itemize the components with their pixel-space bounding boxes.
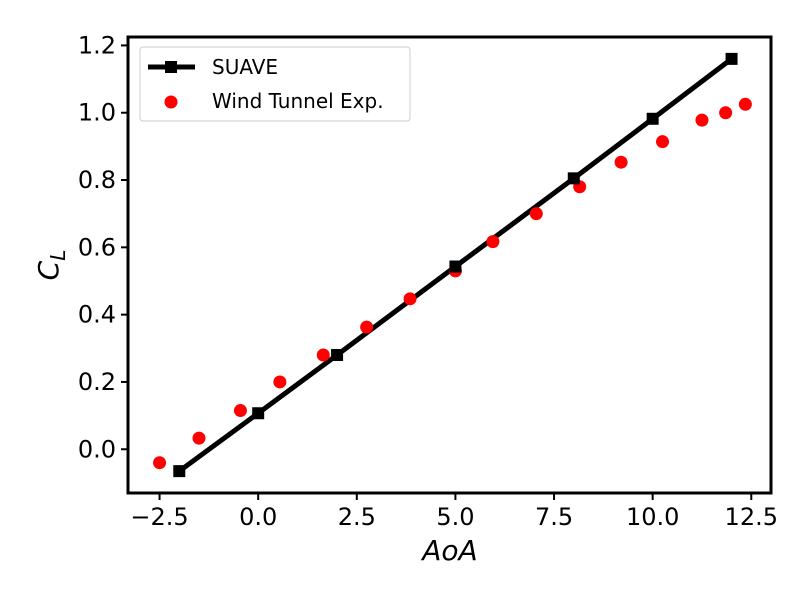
x-axis-title: AoA — [420, 534, 477, 567]
suave-point — [725, 52, 738, 65]
plot-frame — [126, 35, 773, 495]
legend-label-wind-tunnel: Wind Tunnel Exp. — [212, 89, 384, 113]
wind-tunnel-point — [316, 348, 330, 362]
wind-tunnel-point — [529, 207, 543, 221]
y-tick-label: 1.0 — [78, 99, 116, 127]
legend-marker-wind-tunnel — [164, 95, 178, 109]
x-tick-label: 0.0 — [239, 503, 277, 531]
suave-point — [331, 349, 344, 362]
suave-point — [567, 172, 580, 185]
y-tick-label: 0.0 — [78, 435, 116, 463]
wind-tunnel-point — [192, 431, 206, 445]
x-tick-label: −2.5 — [130, 503, 188, 531]
y-tick-label: 0.8 — [78, 166, 116, 194]
suave-point — [646, 112, 659, 125]
x-axis-ticks: −2.5 0.0 2.5 5.0 7.5 10.0 12.5 — [130, 493, 778, 531]
y-axis-ticks: 0.0 0.2 0.4 0.6 0.8 1.0 1.2 — [78, 31, 128, 463]
wind-tunnel-point — [486, 235, 500, 249]
suave-point — [252, 407, 265, 420]
x-tick-label: 7.5 — [535, 503, 573, 531]
wind-tunnel-point — [738, 97, 752, 111]
legend: SUAVE Wind Tunnel Exp. — [139, 46, 411, 122]
legend-box — [139, 46, 411, 122]
x-tick-label: 5.0 — [436, 503, 474, 531]
y-axis-title: CL — [32, 250, 70, 281]
y-tick-label: 1.2 — [78, 31, 116, 59]
x-tick-label: 2.5 — [338, 503, 376, 531]
wind-tunnel-point — [719, 106, 733, 120]
x-tick-label: 12.5 — [725, 503, 778, 531]
x-tick-label: 10.0 — [626, 503, 679, 531]
y-axis-title-main: C — [32, 260, 65, 280]
suave-point — [449, 260, 462, 273]
wind-tunnel-point — [153, 456, 167, 470]
wind-tunnel-point — [273, 375, 287, 389]
y-tick-label: 0.2 — [78, 368, 116, 396]
y-tick-label: 0.4 — [78, 301, 116, 329]
legend-marker-suave — [165, 61, 177, 73]
y-tick-label: 0.6 — [78, 233, 116, 261]
legend-label-suave: SUAVE — [212, 55, 278, 79]
wind-tunnel-point — [695, 113, 709, 127]
y-axis-title-subscript: L — [46, 250, 70, 261]
wind-tunnel-point — [360, 320, 374, 334]
wind-tunnel-point — [614, 155, 628, 169]
wind-tunnel-point — [403, 292, 417, 306]
wind-tunnel-point — [656, 135, 670, 149]
suave-point — [173, 465, 186, 478]
wind-tunnel-point — [233, 404, 247, 418]
